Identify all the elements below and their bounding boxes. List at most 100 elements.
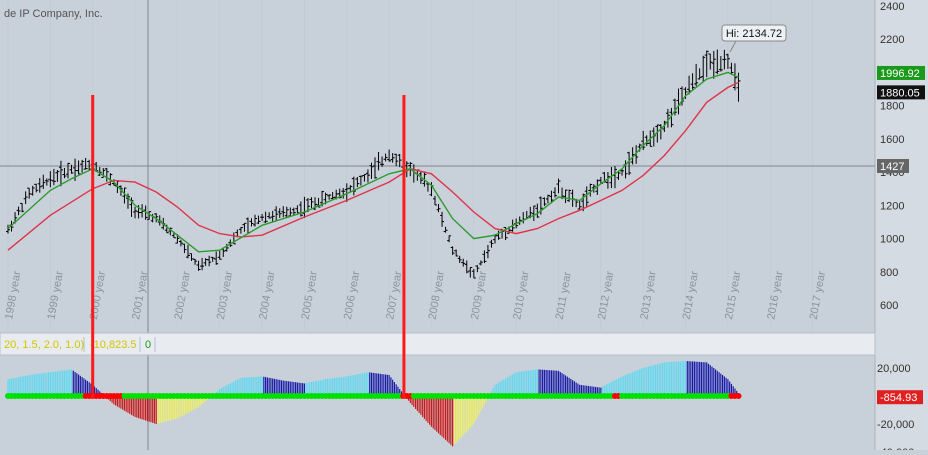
- ohlc-bar: [44, 178, 49, 186]
- price-badge: 1880.05: [877, 85, 925, 100]
- ohlc-bar: [348, 185, 353, 192]
- ohlc-bar: [542, 197, 547, 206]
- ohlc-bar: [97, 166, 102, 176]
- ohlc-bar: [355, 176, 360, 188]
- ohlc-bar: [468, 267, 473, 278]
- ohlc-bar: [217, 250, 222, 260]
- ohlc-bar: [48, 171, 53, 188]
- ohlc-bar: [736, 72, 741, 102]
- ohlc-bar: [365, 169, 370, 183]
- sma-fast-line: [7, 71, 739, 253]
- ohlc-bar: [450, 246, 455, 255]
- ohlc-bar: [535, 203, 540, 218]
- ohlc-bar: [485, 244, 490, 259]
- ohlc-bar: [432, 195, 437, 206]
- price-badge: 1996.92: [877, 65, 925, 80]
- ohlc-bar: [672, 98, 677, 116]
- indicator-zero: 0: [145, 339, 151, 351]
- ohlc-bar: [291, 207, 296, 216]
- ohlc-bar: [23, 191, 28, 205]
- histogram-bars: [7, 361, 740, 447]
- ohlc-bar: [242, 222, 247, 232]
- ohlc-bar: [729, 62, 734, 75]
- ohlc-bar: [358, 175, 363, 186]
- ohlc-bar: [588, 183, 593, 197]
- ohlc-bar: [549, 190, 554, 204]
- ohlc-bar: [436, 204, 441, 213]
- ohlc-bar: [147, 211, 152, 220]
- ohlc-bar: [722, 49, 727, 70]
- ohlc-bar: [178, 239, 183, 247]
- price-badge-label: 1996.92: [880, 68, 920, 80]
- ohlc-bar: [616, 170, 621, 180]
- ohlc-bar: [295, 205, 300, 214]
- indicator-value: -10,823.5: [90, 339, 136, 351]
- ohlc-bar: [694, 63, 699, 87]
- ohlc-bar: [69, 164, 74, 174]
- vertical-markers: [91, 95, 406, 398]
- ohlc-bar: [104, 167, 109, 182]
- y-tick-label: 1000: [880, 234, 904, 246]
- ohlc-bar: [185, 244, 190, 259]
- oscillator-tick-label: -20,000: [877, 419, 914, 431]
- ohlc-bar: [655, 124, 660, 143]
- ohlc-bar: [577, 199, 582, 210]
- ohlc-bar: [380, 156, 385, 167]
- ohlc-bar: [30, 185, 35, 196]
- moving-averages: [7, 71, 739, 253]
- ohlc-bar: [51, 168, 56, 186]
- ohlc-bar: [545, 194, 550, 204]
- ohlc-bar: [80, 159, 85, 173]
- ohlc-bar: [200, 257, 205, 271]
- ohlc-bar: [669, 107, 674, 128]
- ohlc-bar: [475, 265, 480, 273]
- ohlc-bar: [327, 194, 332, 200]
- ohlc-bar: [641, 130, 646, 151]
- price-badges: 1996.92 1880.05 1427: [877, 65, 925, 173]
- ohlc-bar: [376, 151, 381, 171]
- ohlc-bar: [55, 170, 60, 182]
- cursor-price-badge: 1427: [877, 159, 909, 173]
- oscillator-badge: -854.93: [877, 390, 923, 405]
- y-tick-label: 800: [880, 267, 898, 279]
- ohlc-bar: [37, 178, 42, 193]
- ohlc-bar: [567, 189, 572, 202]
- ohlc-bar: [725, 53, 730, 69]
- ohlc-bar: [605, 171, 610, 189]
- high-label: Hi: 2134.72: [726, 28, 782, 40]
- indicator-params: 20, 1.5, 2.0, 1.0): [4, 339, 84, 351]
- ohlc-bar: [373, 157, 378, 179]
- ohlc-bar: [718, 56, 723, 72]
- ohlc-bar: [457, 255, 462, 263]
- ohlc-bar: [489, 239, 494, 248]
- ohlc-bar: [464, 260, 469, 274]
- ohlc-bar: [711, 50, 716, 79]
- ohlc-bar: [196, 260, 201, 271]
- ohlc-bar: [6, 224, 10, 234]
- ohlc-bar: [690, 73, 695, 90]
- ohlc-bar: [496, 230, 501, 240]
- ohlc-bar: [584, 186, 589, 208]
- ohlc-bar: [207, 255, 212, 267]
- y-tick-label: 600: [880, 300, 898, 312]
- ohlc-bar: [281, 206, 286, 218]
- ohlc-bar: [454, 249, 459, 257]
- ohlc-bar: [238, 226, 243, 234]
- ohlc-bar: [440, 211, 445, 227]
- ohlc-bar: [65, 162, 70, 179]
- ohlc-bar: [443, 226, 448, 233]
- ohlc-bar: [390, 153, 395, 163]
- ohlc-bar: [182, 243, 187, 254]
- ohlc-bar: [552, 187, 557, 198]
- price-pane: [0, 0, 875, 330]
- ohlc-bar: [387, 149, 392, 162]
- cursor-price-label: 1427: [880, 161, 904, 173]
- ohlc-bar: [383, 153, 388, 162]
- ohlc-bar: [16, 206, 21, 216]
- ohlc-bar: [461, 258, 466, 267]
- y-tick-label: 2400: [880, 1, 904, 13]
- ohlc-bar: [478, 260, 483, 266]
- squeeze-dots: [5, 393, 742, 399]
- company-label: de IP Company, Inc.: [4, 8, 103, 20]
